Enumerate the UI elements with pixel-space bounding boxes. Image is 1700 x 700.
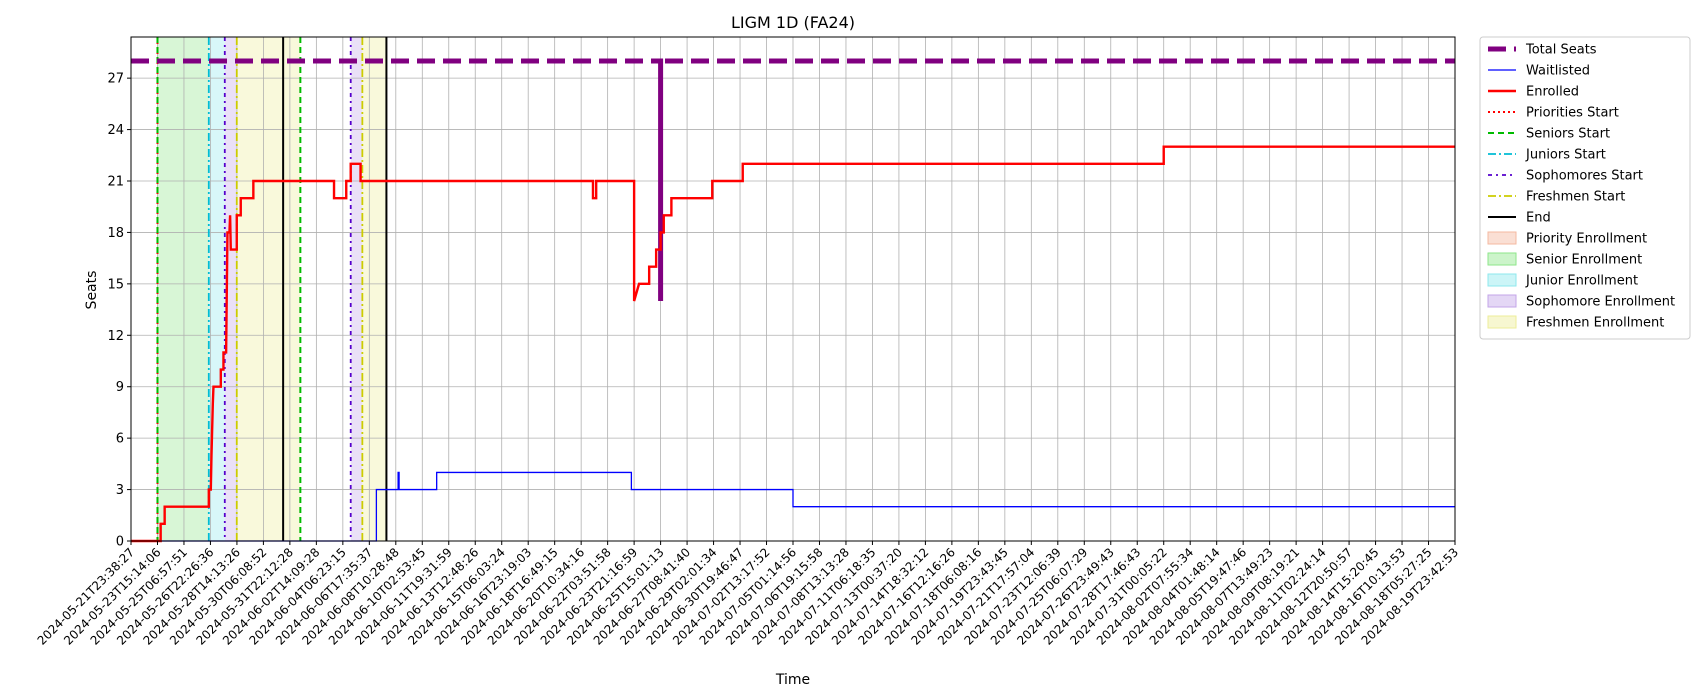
legend: Total Seats Waitlisted Enrolled Priorities … xyxy=(1479,36,1691,340)
y-tick-label: 18 xyxy=(107,226,124,241)
legend-label: Priorities Start xyxy=(1526,106,1619,121)
y-tick-label: 0 xyxy=(116,535,124,550)
period-band xyxy=(283,37,301,541)
legend-swatch xyxy=(1487,231,1517,245)
legend-label: Sophomore Enrollment xyxy=(1526,295,1675,310)
legend-label: Seniors Start xyxy=(1526,127,1610,142)
legend-swatch xyxy=(1487,252,1517,266)
series-line xyxy=(131,471,1455,542)
y-tick-label: 15 xyxy=(107,277,124,292)
legend-label: Sophomores Start xyxy=(1526,169,1643,184)
legend-box xyxy=(1479,36,1691,340)
y-tick-label: 24 xyxy=(107,123,124,138)
period-band xyxy=(224,37,237,541)
y-tick-label: 27 xyxy=(107,72,124,87)
legend-label: Freshmen Start xyxy=(1526,190,1625,205)
series-line xyxy=(131,58,1455,301)
y-tick-label: 6 xyxy=(116,432,124,447)
y-tick-label: 3 xyxy=(116,483,124,498)
legend-label: Senior Enrollment xyxy=(1526,253,1642,268)
y-tick-label: 9 xyxy=(116,380,124,395)
legend-label: Total Seats xyxy=(1525,43,1597,58)
legend-label: Enrolled xyxy=(1526,85,1579,100)
legend-swatch xyxy=(1487,273,1517,287)
chart-title: LIGM 1D (FA24) xyxy=(731,13,855,32)
y-axis-label: Seats xyxy=(84,271,100,310)
legend-swatch xyxy=(1487,294,1517,308)
legend-label: Priority Enrollment xyxy=(1526,232,1647,247)
y-tick-label: 21 xyxy=(107,175,124,190)
series-line xyxy=(131,145,1455,543)
legend-swatch xyxy=(1487,315,1517,329)
y-tick-label: 12 xyxy=(107,329,124,344)
period-band xyxy=(157,37,209,541)
legend-label: Waitlisted xyxy=(1526,64,1590,79)
legend-label: End xyxy=(1526,211,1551,226)
legend-label: Freshmen Enrollment xyxy=(1526,316,1664,331)
legend-label: Junior Enrollment xyxy=(1525,274,1638,289)
period-band xyxy=(362,37,387,541)
x-axis-label: Time xyxy=(775,672,810,688)
period-band xyxy=(350,37,363,541)
legend-label: Juniors Start xyxy=(1525,148,1606,163)
period-band xyxy=(236,37,284,541)
